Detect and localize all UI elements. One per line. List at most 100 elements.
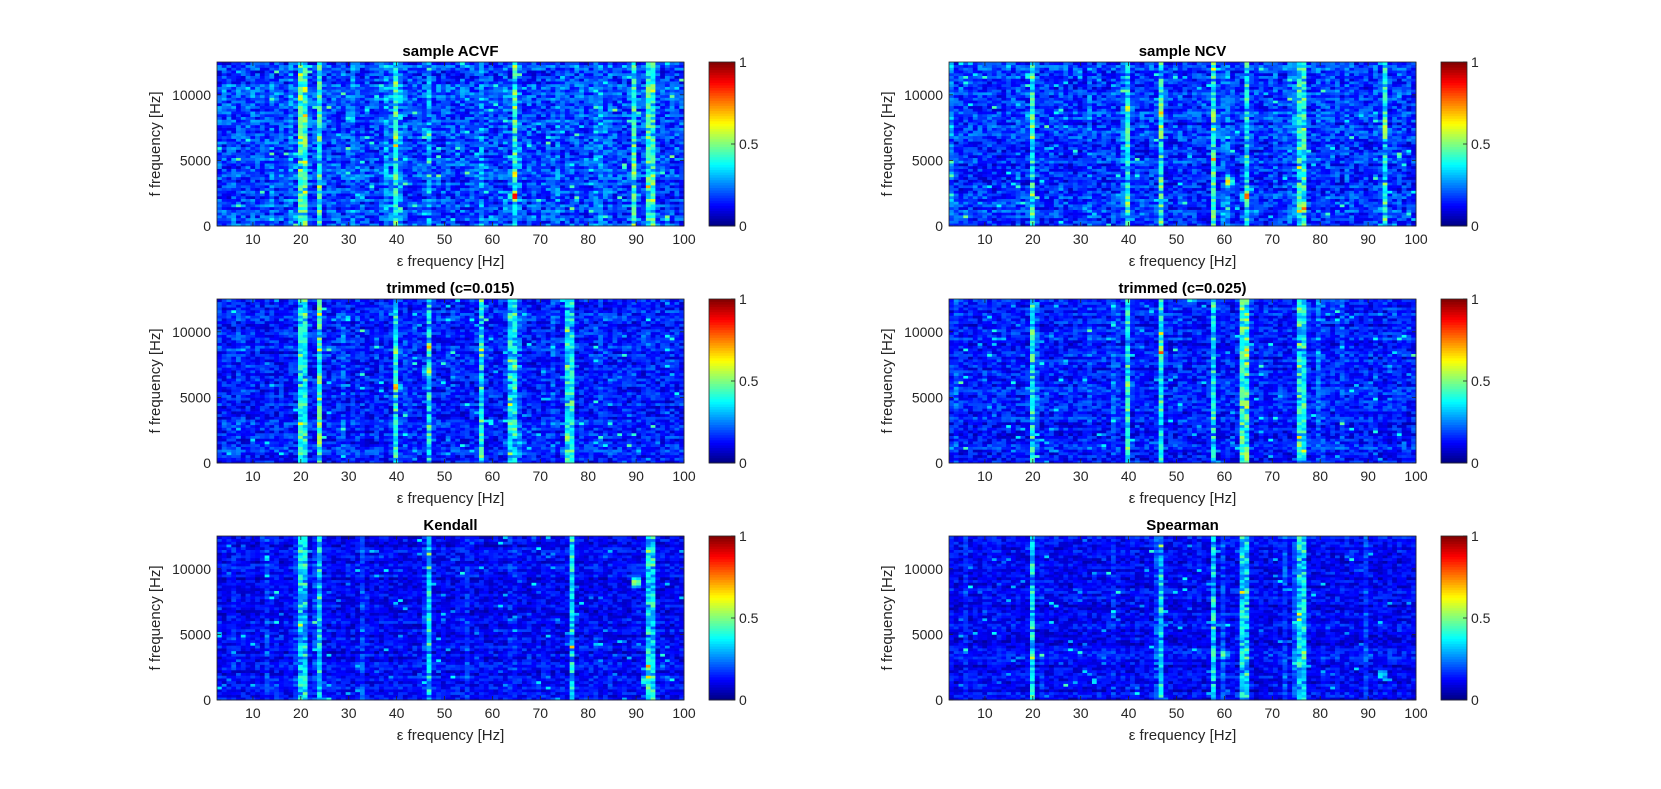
heatmap-cell	[303, 152, 308, 155]
heatmap-cell	[288, 98, 293, 101]
heatmap-cell	[288, 114, 293, 117]
heatmap-cell	[255, 218, 260, 221]
heatmap-cell	[269, 89, 274, 92]
heatmap-cell	[236, 139, 241, 142]
heatmap-cell	[246, 215, 251, 218]
heatmap-cell	[241, 114, 246, 117]
heatmap-cell	[222, 152, 227, 155]
heatmap-cell	[255, 67, 260, 70]
heatmap-cell	[288, 141, 293, 144]
heatmap-cell	[284, 163, 289, 166]
heatmap-cell	[284, 174, 289, 177]
heatmap-cell	[236, 155, 241, 158]
heatmap-cell	[269, 204, 274, 207]
heatmap-cell	[231, 78, 236, 81]
heatmap-cell	[274, 199, 279, 202]
heatmap-cell	[303, 65, 308, 68]
heatmap-cell	[241, 188, 246, 191]
heatmap-cell	[274, 180, 279, 183]
heatmap-cell	[274, 174, 279, 177]
heatmap-cell	[284, 92, 289, 95]
heatmap-cell	[222, 111, 227, 114]
heatmap-cell	[284, 193, 289, 196]
heatmap-cell	[284, 125, 289, 128]
heatmap-cell	[217, 180, 222, 183]
heatmap-cell	[288, 76, 293, 79]
heatmap-cell	[255, 119, 260, 122]
heatmap-cell	[227, 199, 232, 202]
heatmap-cell	[269, 215, 274, 218]
heatmap-cell	[293, 166, 298, 169]
heatmap-cell	[303, 171, 308, 174]
heatmap-cell	[255, 215, 260, 218]
heatmap-cell	[217, 155, 222, 158]
heatmap-cell	[255, 196, 260, 199]
heatmap-cell	[269, 201, 274, 204]
heatmap-cell	[260, 144, 265, 147]
heatmap-cell	[269, 196, 274, 199]
heatmap-cell	[293, 98, 298, 101]
heatmap-cell	[265, 136, 270, 139]
heatmap-cell	[217, 149, 222, 152]
heatmap-cell	[217, 65, 222, 68]
heatmap-cell	[241, 174, 246, 177]
heatmap-cell	[274, 160, 279, 163]
heatmap-cell	[298, 108, 303, 111]
heatmap-cell	[227, 221, 232, 224]
heatmap-cell	[303, 160, 308, 163]
heatmap-cell	[231, 117, 236, 120]
heatmap-cell	[255, 111, 260, 114]
heatmap-cell	[241, 84, 246, 87]
heatmap-cell	[269, 174, 274, 177]
heatmap-cell	[250, 130, 255, 133]
heatmap-cell	[274, 117, 279, 120]
heatmap-cell	[241, 95, 246, 98]
heatmap-cell	[260, 62, 265, 65]
heatmap-cell	[217, 152, 222, 155]
heatmap-cell	[255, 125, 260, 128]
heatmap-cell	[308, 160, 313, 163]
heatmap-cell	[241, 103, 246, 106]
heatmap-cell	[250, 125, 255, 128]
heatmap-cell	[260, 117, 265, 120]
heatmap-cell	[269, 207, 274, 210]
heatmap-cell	[246, 207, 251, 210]
heatmap-cell	[312, 149, 317, 152]
heatmap-cell	[236, 163, 241, 166]
heatmap-cell	[217, 114, 222, 117]
heatmap-cell	[255, 171, 260, 174]
heatmap-cell	[284, 122, 289, 125]
heatmap-cell	[303, 212, 308, 215]
heatmap-cell	[260, 190, 265, 193]
heatmap-cell	[284, 155, 289, 158]
heatmap-cell	[231, 169, 236, 172]
heatmap-cell	[265, 185, 270, 188]
heatmap-cell	[303, 158, 308, 161]
heatmap-cell	[227, 87, 232, 90]
heatmap-cell	[288, 171, 293, 174]
heatmap-cell	[265, 70, 270, 73]
heatmap-cell	[298, 95, 303, 98]
heatmap-cell	[293, 73, 298, 76]
heatmap-cell	[255, 163, 260, 166]
heatmap-cell	[274, 185, 279, 188]
heatmap-cell	[227, 78, 232, 81]
heatmap-cell	[236, 87, 241, 90]
heatmap-cell	[241, 76, 246, 79]
heatmap-cell	[265, 108, 270, 111]
heatmap-cell	[236, 70, 241, 73]
heatmap-cell	[227, 171, 232, 174]
heatmap-cell	[312, 190, 317, 193]
heatmap-cell	[279, 95, 284, 98]
heatmap-cell	[303, 111, 308, 114]
heatmap-cell	[227, 130, 232, 133]
heatmap-cell	[312, 136, 317, 139]
heatmap-cell	[303, 185, 308, 188]
heatmap-cell	[274, 215, 279, 218]
heatmap-cell	[260, 147, 265, 150]
heatmap-cell	[217, 100, 222, 103]
heatmap-cell	[269, 141, 274, 144]
heatmap-cell	[298, 193, 303, 196]
heatmap-cell	[236, 185, 241, 188]
heatmap-cell	[308, 204, 313, 207]
